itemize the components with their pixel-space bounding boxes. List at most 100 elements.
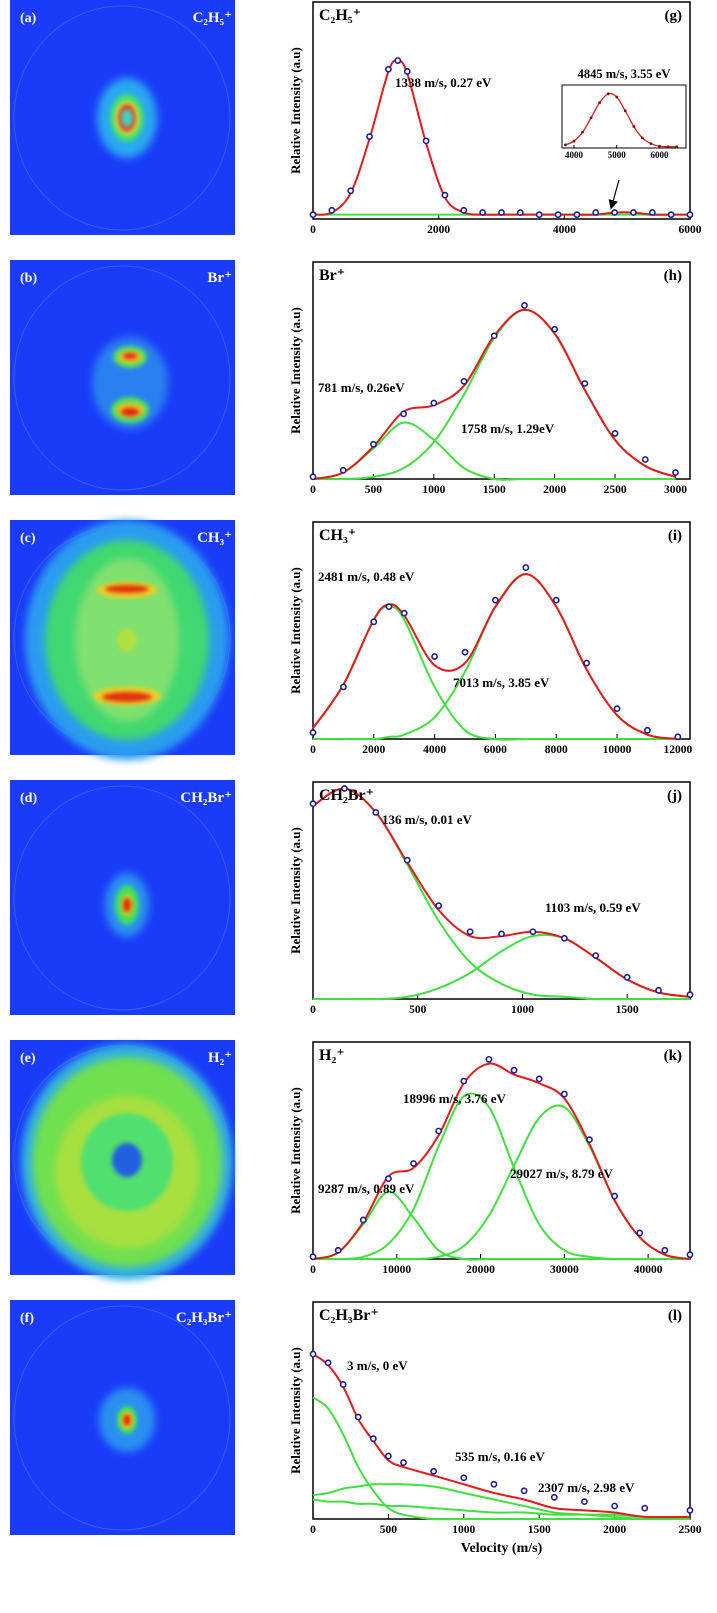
data-point — [435, 902, 443, 910]
inset-point — [675, 145, 678, 149]
chart-title: CH₂Br⁺ — [319, 787, 374, 804]
data-point — [554, 211, 562, 219]
peak-annotation: 136 m/s, 0.01 eV — [382, 812, 473, 827]
data-point — [686, 1251, 694, 1259]
x-tick-label: 10000 — [382, 1264, 411, 1276]
inset-point — [564, 143, 567, 147]
data-point — [309, 729, 317, 736]
peak-annotation: 29027 m/s, 8.79 eV — [510, 1166, 614, 1181]
data-point — [422, 137, 430, 145]
data-point — [510, 1066, 518, 1074]
data-point — [560, 934, 568, 942]
x-tick-label: 0 — [310, 224, 316, 236]
x-tick-label: 4000 — [565, 150, 584, 160]
data-point — [560, 1090, 568, 1098]
plot-frame — [312, 781, 691, 1000]
chart-title: Br⁺ — [319, 267, 345, 284]
image-ion: C₂H₃Br⁺ — [176, 1310, 232, 1326]
inset-point — [572, 139, 576, 143]
image-label: (c) — [20, 531, 36, 546]
x-tick-label: 1500 — [483, 484, 506, 496]
image-ion: C₂H₅⁺ — [193, 10, 232, 26]
peak-annotation: 781 m/s, 0.26eV — [318, 380, 405, 395]
fit-curve — [312, 1483, 691, 1521]
data-point — [552, 596, 560, 604]
y-axis-label: Relative Intensity (a.u) — [288, 1347, 303, 1474]
x-tick-label: 1000 — [511, 1004, 534, 1016]
y-axis-label: Relative Intensity (a.u) — [288, 827, 303, 954]
data-point — [535, 211, 543, 219]
chart: 0 500 1000 1500 2000 2500 C₂H₃Br⁺ (l) Relative I… — [288, 1301, 702, 1556]
data-point — [641, 456, 649, 463]
inset-point — [649, 142, 653, 145]
data-point — [613, 705, 621, 713]
data-point — [394, 57, 402, 64]
data-point — [485, 1055, 493, 1063]
x-tick-label: 4000 — [553, 224, 576, 236]
data-point — [372, 808, 380, 816]
inset-chart: 4000 5000 6000 4845 m/s, 3.55 eV — [561, 67, 687, 160]
data-point — [430, 399, 438, 407]
inset-point — [615, 95, 619, 99]
fit-curve — [312, 1353, 691, 1519]
x-tick-label: 8000 — [545, 744, 568, 756]
data-point — [385, 603, 393, 611]
inset-point — [632, 125, 636, 128]
chart-title: CH₃⁺ — [319, 527, 356, 544]
peak-annotation: 535 m/s, 0.16 eV — [455, 1449, 546, 1464]
data-point — [309, 1350, 317, 1358]
data-point — [686, 211, 694, 219]
x-tick-label: 0 — [310, 1004, 316, 1016]
x-tick-label: 2500 — [679, 1524, 702, 1536]
image-label: (a) — [20, 11, 37, 26]
x-tick-label: 500 — [409, 1004, 427, 1016]
data-point — [630, 209, 637, 216]
data-point — [686, 991, 694, 999]
y-axis-label: Relative Intensity (a.u) — [288, 307, 303, 434]
y-axis-label: Relative Intensity (a.u) — [288, 47, 303, 174]
x-tick-label: 0 — [310, 1264, 316, 1276]
data-point — [309, 211, 317, 219]
data-point — [400, 609, 408, 617]
x-tick-label: 2000 — [543, 484, 566, 496]
data-point — [581, 380, 589, 387]
image-ring — [13, 1305, 231, 1531]
data-point — [490, 1480, 498, 1488]
data-point — [583, 659, 591, 667]
data-point — [370, 618, 378, 626]
data-point — [648, 209, 656, 216]
data-point — [334, 1246, 342, 1254]
peak-annotation: 18996 m/s, 3.76 eV — [403, 1091, 507, 1106]
peak-annotation: 1758 m/s, 1.29eV — [461, 421, 555, 436]
panel-label: (k) — [664, 1048, 682, 1064]
image-ion: Br⁺ — [207, 270, 232, 286]
inset-point — [623, 109, 627, 113]
detector-image: (c) CH₃⁺ — [10, 520, 235, 760]
image-intensity — [123, 1414, 131, 1426]
image-intensity — [105, 585, 149, 593]
data-point — [359, 1216, 367, 1224]
data-point — [498, 209, 505, 216]
inset-point — [666, 145, 670, 149]
peak-annotation: 2481 m/s, 0.48 eV — [318, 569, 415, 584]
panel-label: (g) — [665, 8, 683, 24]
data-point — [309, 1253, 317, 1261]
panel-label: (l) — [668, 1308, 682, 1324]
x-tick-label: 2000 — [427, 224, 450, 236]
data-point — [551, 325, 559, 333]
data-point — [354, 1413, 362, 1421]
data-point — [309, 800, 317, 808]
x-tick-label: 10000 — [603, 744, 632, 756]
x-tick-label: 1500 — [528, 1524, 551, 1536]
fit-curve — [312, 1092, 690, 1261]
image-label: (e) — [20, 1051, 36, 1066]
data-point — [611, 1502, 618, 1510]
image-intensity — [112, 1143, 142, 1177]
data-point — [490, 332, 498, 340]
inset-arrow — [608, 179, 620, 210]
data-point — [636, 1229, 644, 1237]
x-tick-label: 2000 — [362, 744, 385, 756]
inset-point — [598, 101, 602, 105]
data-point — [441, 191, 449, 199]
